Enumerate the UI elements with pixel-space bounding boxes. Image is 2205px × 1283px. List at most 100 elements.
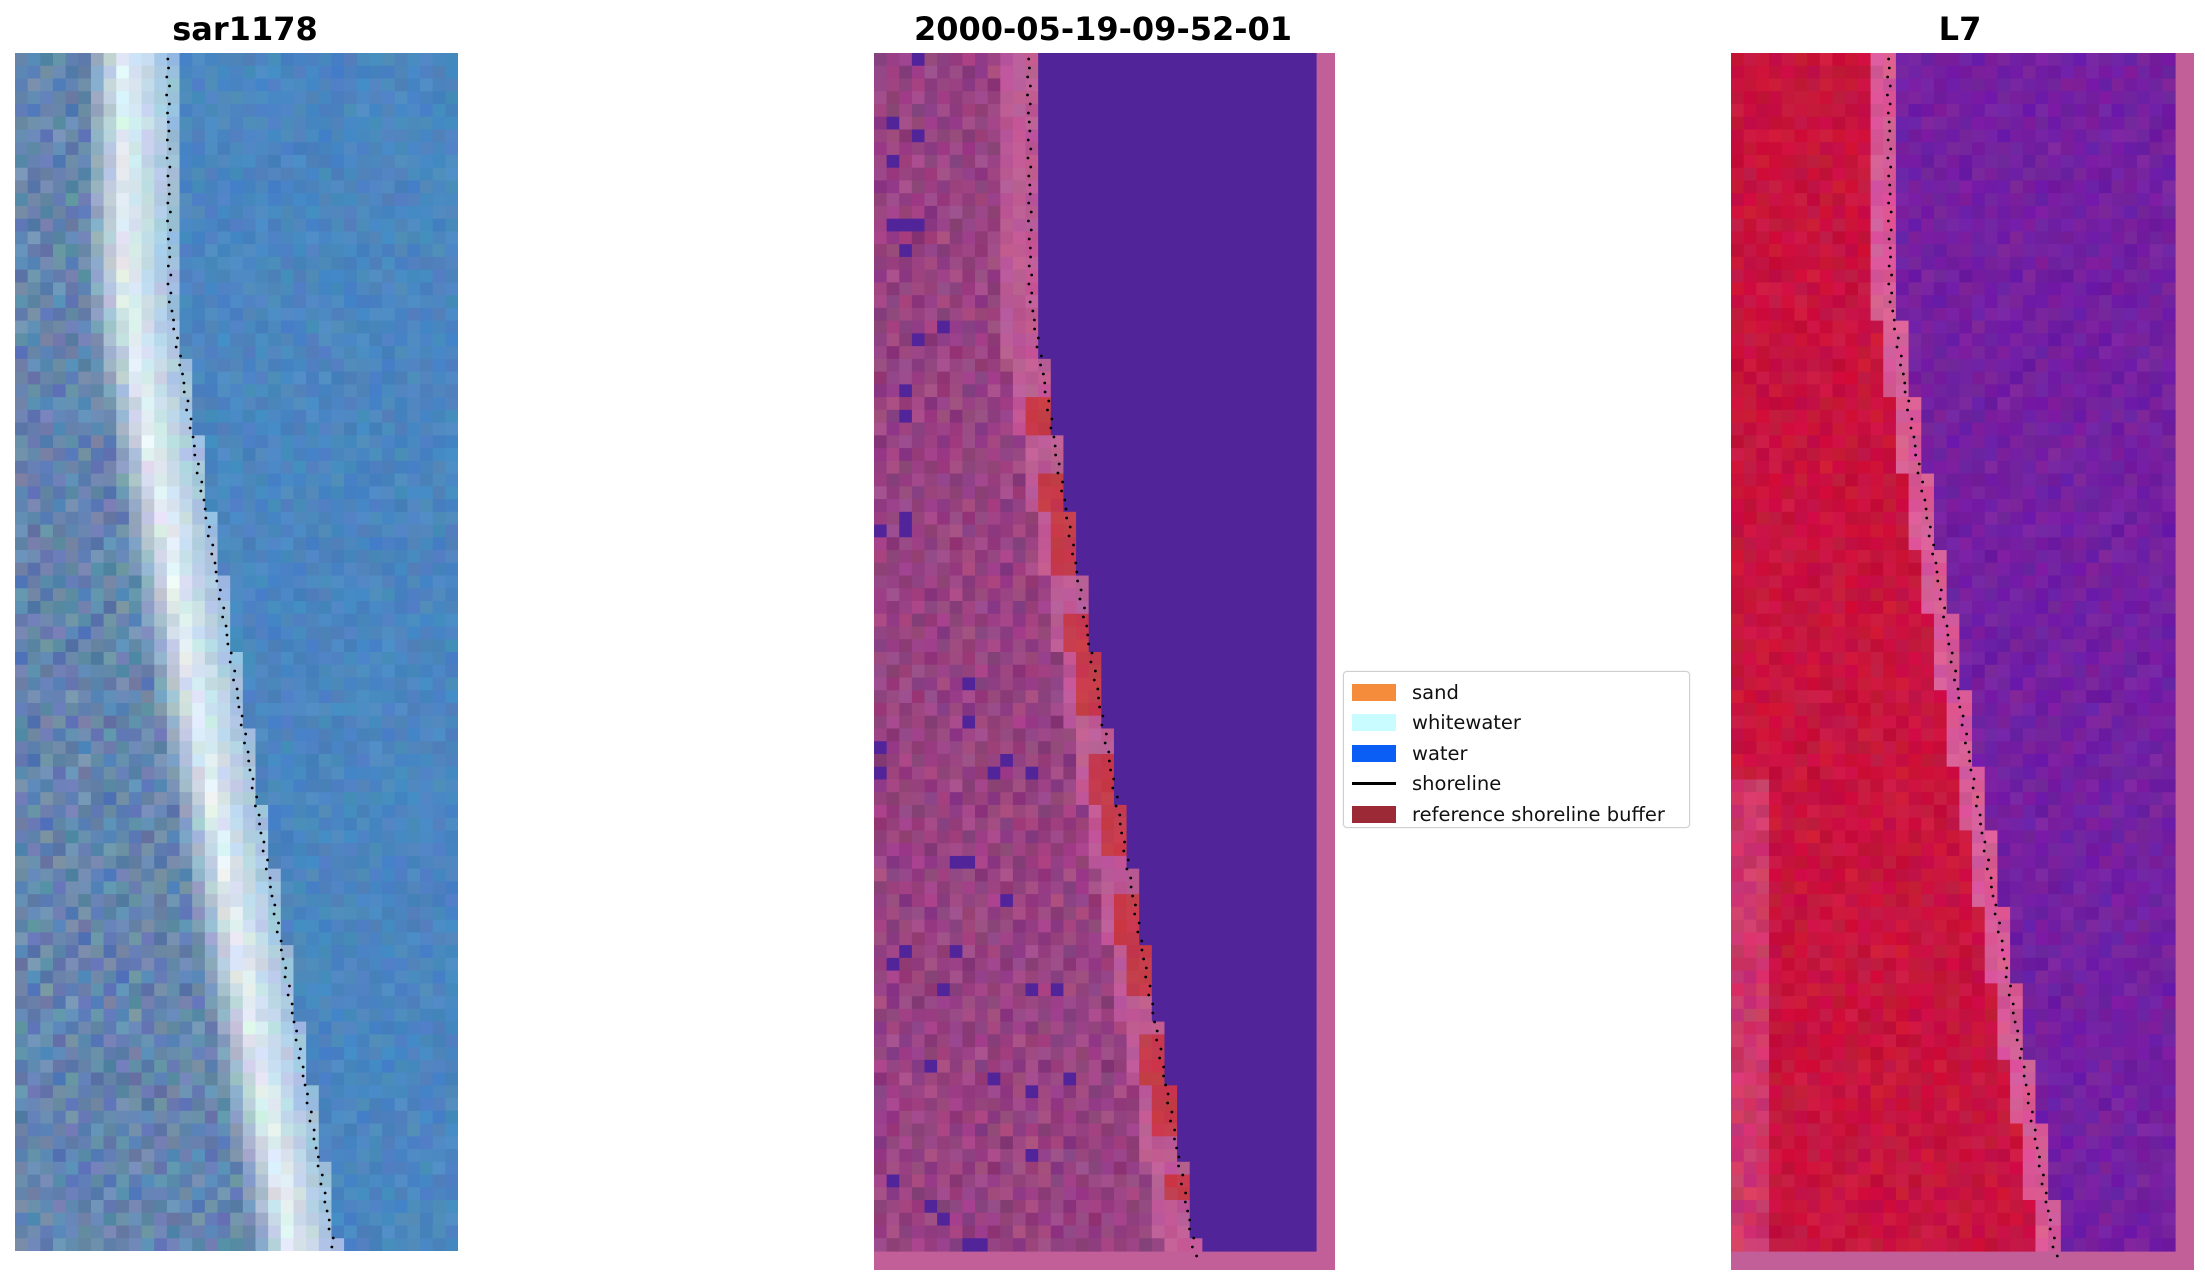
- rgb-image-panel: [15, 53, 458, 1251]
- shoreline-point: [299, 1047, 302, 1051]
- shoreline-point: [189, 417, 193, 421]
- shoreline-point: [235, 687, 239, 691]
- shoreline-point: [312, 1128, 316, 1132]
- shoreline-point: [1137, 921, 1141, 925]
- shoreline-point: [204, 516, 208, 520]
- shoreline-point: [195, 471, 199, 475]
- shoreline-point: [284, 966, 288, 970]
- shoreline-point: [1144, 966, 1148, 970]
- shoreline-point: [1096, 687, 1100, 691]
- shoreline-point: [176, 336, 179, 340]
- shoreline-point: [1166, 1092, 1170, 1096]
- shoreline-point: [1899, 363, 1902, 367]
- shoreline-point: [1054, 453, 1058, 457]
- shoreline-point: [1903, 381, 1907, 385]
- shoreline-point: [232, 678, 235, 682]
- shoreline-point: [258, 822, 261, 826]
- shoreline-point: [1104, 732, 1108, 736]
- shoreline-point: [1175, 1146, 1179, 1150]
- shoreline-point: [240, 714, 244, 718]
- shoreline-point: [1953, 678, 1956, 682]
- shoreline-point: [1153, 1020, 1157, 1024]
- shoreline-point: [1936, 579, 1940, 583]
- shoreline-point: [246, 750, 250, 754]
- shoreline-point: [170, 309, 174, 313]
- shoreline-point: [182, 390, 186, 394]
- shoreline-point: [1931, 552, 1935, 556]
- shoreline-point: [2044, 1191, 2048, 1195]
- shoreline-point: [1092, 678, 1096, 682]
- shoreline-point: [237, 705, 241, 709]
- shoreline-point: [1098, 705, 1102, 709]
- shoreline-point: [1028, 102, 1032, 106]
- shoreline-point: [1946, 633, 1950, 637]
- shoreline-point: [1173, 1137, 1176, 1141]
- shoreline-point: [1075, 570, 1079, 574]
- shoreline-point: [1967, 750, 1971, 754]
- shoreline-point: [1968, 759, 1972, 763]
- shoreline-point: [1043, 390, 1047, 394]
- shoreline-point: [191, 435, 195, 439]
- shoreline-point: [168, 246, 171, 250]
- shoreline-point: [1027, 201, 1031, 205]
- shoreline-point: [167, 102, 171, 106]
- shoreline-point: [1109, 768, 1113, 772]
- shoreline-point: [165, 156, 169, 160]
- shoreline-point: [1939, 588, 1943, 592]
- shoreline-point: [1888, 192, 1892, 196]
- shoreline-point: [1980, 831, 1984, 835]
- shoreline-point: [2005, 966, 2009, 970]
- shoreline-point: [1888, 300, 1892, 304]
- shoreline-point: [1188, 1227, 1191, 1231]
- legend-label-whitewater: whitewater: [1412, 711, 1521, 735]
- falsecolor-image: [1731, 53, 2194, 1270]
- shoreline-line-swatch: [1352, 782, 1396, 786]
- legend: sand whitewater water shoreline referenc…: [1343, 671, 1690, 828]
- legend-item-sand: sand: [1344, 677, 1689, 708]
- shoreline-point: [1924, 507, 1928, 511]
- shoreline-point: [202, 498, 206, 502]
- shoreline-point: [1028, 129, 1032, 133]
- shoreline-point: [1170, 1110, 1174, 1114]
- shoreline-point: [1078, 597, 1082, 601]
- shoreline-point: [1125, 867, 1129, 871]
- shoreline-point: [1989, 876, 1993, 880]
- shoreline-point: [2026, 1101, 2030, 1105]
- shoreline-point: [2038, 1155, 2041, 1159]
- shoreline-point: [1888, 246, 1892, 250]
- shoreline-point: [181, 372, 184, 376]
- shoreline-point: [1123, 840, 1126, 844]
- shoreline-point: [1914, 453, 1918, 457]
- shoreline-point: [1916, 471, 1920, 475]
- shoreline-point: [165, 138, 169, 142]
- shoreline-point: [1925, 516, 1929, 520]
- shoreline-point: [1158, 1056, 1162, 1060]
- shoreline-point: [1142, 957, 1146, 961]
- shoreline-point: [2033, 1137, 2037, 1141]
- shoreline-point: [1971, 786, 1975, 790]
- shoreline-point: [210, 552, 214, 556]
- shoreline-point: [294, 1038, 298, 1042]
- shoreline-point: [1943, 606, 1947, 610]
- shoreline-point: [224, 624, 228, 628]
- shoreline-point: [1063, 498, 1067, 502]
- shoreline-point: [272, 912, 276, 916]
- shoreline-point: [1974, 804, 1978, 808]
- shoreline-point: [1907, 399, 1911, 403]
- shoreline-point: [172, 327, 176, 331]
- shoreline-point: [2048, 1227, 2052, 1231]
- shoreline-point: [1067, 534, 1071, 538]
- shoreline-point: [228, 660, 232, 664]
- shoreline-point: [1887, 57, 1891, 61]
- shoreline-point: [1890, 273, 1894, 277]
- shoreline-point: [320, 1173, 324, 1177]
- shoreline-point: [301, 1065, 305, 1069]
- shoreline-point: [2029, 1119, 2033, 1123]
- shoreline-point: [2042, 1173, 2045, 1177]
- shoreline-point: [1043, 381, 1047, 385]
- shoreline-point: [316, 1155, 320, 1159]
- shoreline-point: [1957, 696, 1961, 700]
- shoreline-point: [167, 300, 171, 304]
- shoreline-point: [1983, 840, 1987, 844]
- shoreline-point: [1029, 255, 1032, 259]
